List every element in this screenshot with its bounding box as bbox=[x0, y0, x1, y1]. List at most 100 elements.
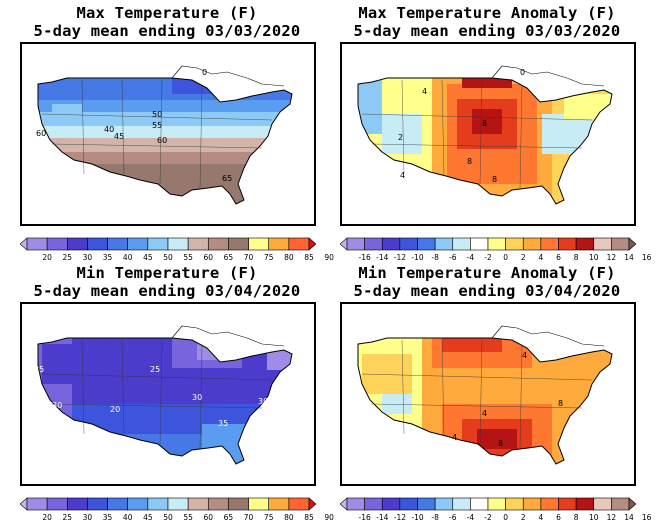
colorbar-tick-label: 10 bbox=[588, 513, 599, 522]
contour-label: 25 bbox=[150, 365, 160, 374]
colorbar-swatch bbox=[167, 237, 189, 251]
colorbar-tick-label: 65 bbox=[223, 513, 234, 522]
colorbar-swatch bbox=[381, 497, 401, 511]
colorbar-swatch bbox=[268, 497, 290, 511]
colorbar-tick-label: 0 bbox=[503, 513, 509, 522]
colorbar-swatch bbox=[26, 237, 48, 251]
colorbar-tick-label: 55 bbox=[183, 253, 193, 262]
colorbar-swatch bbox=[147, 497, 169, 511]
colorbar-swatch bbox=[487, 237, 506, 251]
colorbar-swatch bbox=[575, 237, 595, 251]
contour-label: 60 bbox=[36, 129, 46, 138]
colorbar-tick-label: -12 bbox=[393, 513, 406, 522]
panel-subtitle: 5-day mean ending 03/04/2020 bbox=[353, 282, 621, 300]
colorbar-tick-label: 8 bbox=[573, 253, 579, 262]
colorbar-tick-label: 30 bbox=[82, 513, 93, 522]
colorbar-tick-label: 40 bbox=[122, 513, 133, 522]
colorbar-swatch bbox=[26, 497, 48, 511]
colorbar-swatch bbox=[611, 237, 630, 251]
contour-label: 8 bbox=[467, 157, 472, 166]
colorbar-swatch bbox=[87, 237, 108, 251]
colorbar-tick-label: 45 bbox=[143, 253, 153, 262]
colorbar-swatch bbox=[187, 237, 209, 251]
colorbar-tick-label: 25 bbox=[62, 253, 73, 262]
colorbar-swatch bbox=[593, 497, 612, 511]
colorbar-swatch bbox=[381, 237, 401, 251]
colorbar-swatch bbox=[288, 237, 310, 251]
colorbar-tick-label: -10 bbox=[411, 513, 424, 522]
colorbar-swatch bbox=[20, 237, 28, 251]
colorbar-swatch bbox=[346, 237, 365, 251]
contour-label: 0 bbox=[202, 68, 207, 77]
colorbar-tick-label: 55 bbox=[183, 513, 193, 522]
colorbar-swatch bbox=[228, 237, 249, 251]
panel-subtitle: 5-day mean ending 03/03/2020 bbox=[353, 22, 621, 40]
colorbar-tick-label: 14 bbox=[624, 513, 634, 522]
colorbar-swatch bbox=[340, 237, 348, 251]
colorbar-tick-label: -10 bbox=[411, 253, 424, 262]
colorbar-swatch bbox=[505, 237, 524, 251]
panel-min-temperature: Min Temperature (F) 5-day mean ending 03… bbox=[12, 264, 334, 524]
panel-title: Max Temperature (F) bbox=[76, 4, 258, 22]
colorbar-tick-label: 4 bbox=[538, 513, 544, 522]
colorbar-tick-label: -8 bbox=[431, 513, 439, 522]
colorbar-swatch bbox=[452, 237, 471, 251]
contour-label: 4 bbox=[452, 433, 457, 442]
panel-title: Min Temperature Anomaly (F) bbox=[358, 264, 616, 282]
colorbar-swatch bbox=[66, 497, 88, 511]
colorbar-swatch bbox=[127, 497, 149, 511]
colorbar-swatch bbox=[540, 497, 559, 511]
colorbar-swatch bbox=[575, 497, 595, 511]
panel-min-temperature-anomaly: Min Temperature Anomaly (F) 5-day mean e… bbox=[332, 264, 651, 524]
panel-subtitle: 5-day mean ending 03/04/2020 bbox=[33, 282, 301, 300]
contour-label: 4 bbox=[482, 409, 487, 418]
colorbar-swatch bbox=[20, 497, 28, 511]
contour-label: 4 bbox=[400, 171, 405, 180]
colorbar-tick-label: -6 bbox=[449, 253, 457, 262]
colorbar-tick-label: 70 bbox=[243, 253, 254, 262]
colorbar-swatch bbox=[107, 237, 129, 251]
contour-label: 4 bbox=[522, 351, 527, 360]
colorbar-swatch bbox=[308, 237, 316, 251]
colorbar-tick-label: 12 bbox=[606, 253, 617, 262]
colorbar-swatch bbox=[207, 497, 229, 511]
contour-label: 8 bbox=[498, 439, 503, 448]
colorbar-tick-label: 70 bbox=[243, 513, 254, 522]
colorbar-swatch bbox=[522, 497, 542, 511]
colorbar bbox=[20, 497, 316, 511]
colorbar-tick-label: 25 bbox=[62, 513, 73, 522]
colorbar-tick-label: -12 bbox=[393, 253, 406, 262]
colorbar-swatch bbox=[107, 497, 129, 511]
colorbar-tick-label: 6 bbox=[556, 253, 561, 262]
colorbar-tick-label: 10 bbox=[588, 253, 599, 262]
colorbar-swatch bbox=[470, 497, 489, 511]
map-max-temperature-anomaly: 4 0 8 8 8 4 2 bbox=[340, 42, 636, 226]
colorbar-swatch bbox=[399, 497, 418, 511]
colorbar-swatch bbox=[87, 497, 108, 511]
colorbar-tick-label: 2 bbox=[520, 253, 526, 262]
colorbar-tick-label: 85 bbox=[304, 253, 314, 262]
colorbar-tick-label: -4 bbox=[466, 513, 475, 522]
colorbar-swatch bbox=[248, 497, 270, 511]
contour-label: 2 bbox=[398, 133, 403, 142]
contour-label: 50 bbox=[152, 110, 162, 119]
colorbar bbox=[340, 497, 636, 511]
colorbar-tick-label: 75 bbox=[263, 253, 274, 262]
colorbar-tick-label: 40 bbox=[122, 253, 133, 262]
colorbar-tick-label: 35 bbox=[102, 513, 113, 522]
colorbar-tick-label: 50 bbox=[163, 513, 173, 522]
colorbar-swatch bbox=[248, 237, 270, 251]
colorbar-tick-label: 16 bbox=[641, 253, 652, 262]
map-min-temperature-anomaly: 4 8 4 4 8 bbox=[340, 302, 636, 486]
colorbar-swatch bbox=[346, 497, 365, 511]
contour-label: 8 bbox=[492, 175, 497, 184]
colorbar-swatch bbox=[522, 237, 542, 251]
contour-label: 25 bbox=[34, 365, 44, 374]
colorbar-tick-label: 16 bbox=[641, 513, 652, 522]
contour-label: 40 bbox=[104, 125, 114, 134]
colorbar-tick-label: -2 bbox=[484, 513, 492, 522]
colorbar-tick-label: 50 bbox=[163, 253, 173, 262]
colorbar-tick-label: 80 bbox=[284, 253, 294, 262]
contour-label: 8 bbox=[558, 399, 563, 408]
contour-label: 65 bbox=[222, 174, 232, 183]
